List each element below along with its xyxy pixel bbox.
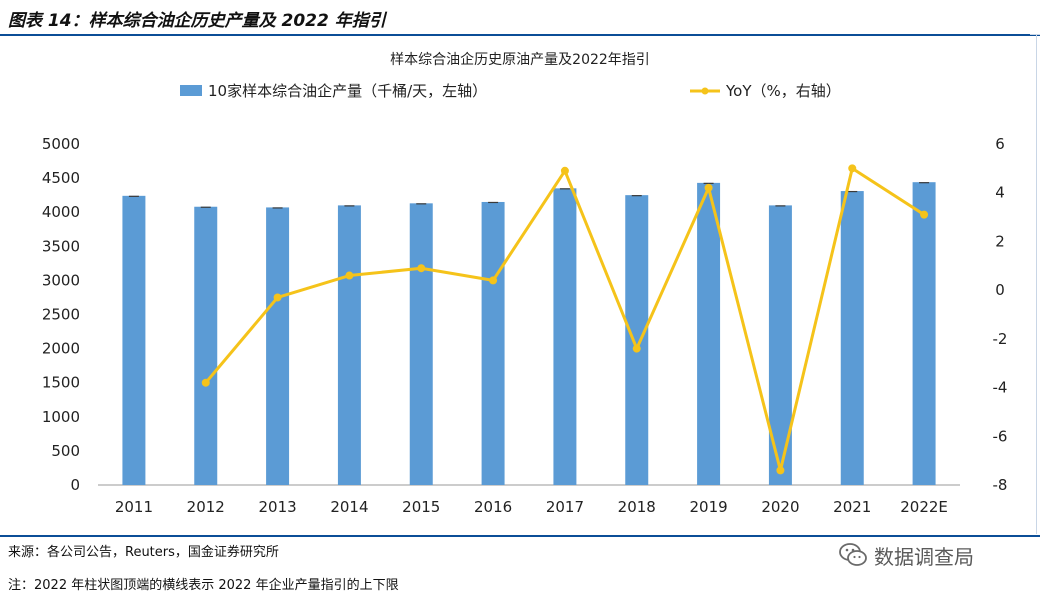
figure-caption: 图表 14：样本综合油企历史产量及 2022 年指引: [8, 11, 386, 31]
y-right-tick-label: 2: [995, 232, 1005, 250]
bar: [266, 207, 290, 485]
y-left-tick-label: 1500: [42, 374, 80, 392]
legend: 10家样本综合油企产量（千桶/天，左轴） YoY（%，右轴）: [180, 82, 841, 100]
bar: [481, 201, 505, 485]
x-tick-label: 2015: [402, 498, 440, 516]
bar: [409, 203, 433, 486]
x-tick-label: 2019: [689, 498, 727, 516]
y-right-tick-label: -6: [993, 427, 1008, 445]
bar: [697, 182, 721, 485]
y-left-tick-label: 2000: [42, 340, 80, 358]
x-tick-label: 2022E: [900, 498, 948, 516]
legend-swatch-marker: [701, 87, 709, 95]
y-right-tick-label: -8: [993, 476, 1008, 494]
x-tick-label: 2012: [187, 498, 225, 516]
legend-label-bar: 10家样本综合油企产量（千桶/天，左轴）: [208, 82, 487, 100]
chart: 样本综合油企历史原油产量及2022年指引 10家样本综合油企产量（千桶/天，左轴…: [42, 51, 1008, 516]
x-tick-label: 2014: [330, 498, 368, 516]
legend-swatch-bar: [180, 85, 202, 96]
yoy-point: [273, 293, 282, 302]
y-right-tick-label: 6: [995, 135, 1005, 153]
bar-series: [122, 182, 936, 486]
yoy-point: [560, 166, 569, 175]
yoy-point: [776, 466, 785, 475]
yoy-point: [489, 276, 498, 285]
yoy-point: [704, 183, 713, 192]
footnote: 注：2022 年柱状图顶端的横线表示 2022 年企业产量指引的上下限: [8, 578, 399, 593]
y-right-tick-label: 4: [995, 184, 1005, 202]
frame-top-tick: [1030, 34, 1040, 35]
y-left-tick-label: 2500: [42, 306, 80, 324]
y-left-tick-label: 3500: [42, 237, 80, 255]
x-tick-label: 2020: [761, 498, 799, 516]
y-left-tick-label: 4000: [42, 203, 80, 221]
x-tick-label: 2016: [474, 498, 512, 516]
bar: [122, 195, 146, 485]
wechat-icon: [839, 543, 867, 566]
watermark-text: 数据调查局: [874, 544, 974, 569]
bar: [912, 182, 936, 485]
yoy-point: [920, 210, 929, 219]
y-axis-right: -8 -6 -4 -2 0 2 4 6: [993, 135, 1008, 494]
yoy-point: [632, 344, 641, 353]
figure-header: 图表 14：样本综合油企历史产量及 2022 年指引: [0, 0, 1040, 36]
frame-bottom-rule: [0, 535, 1040, 537]
yoy-point: [417, 264, 426, 273]
x-tick-label: 2021: [833, 498, 871, 516]
chart-title: 样本综合油企历史原油产量及2022年指引: [390, 51, 650, 68]
legend-label-line: YoY（%，右轴）: [725, 82, 841, 100]
frame-right-rule: [1036, 34, 1037, 534]
yoy-point: [848, 164, 857, 173]
watermark: 数据调查局: [838, 540, 974, 570]
x-axis: 2011 2012 2013 2014 2015 2016 2017 2018 2019 2020…: [115, 498, 948, 516]
bar: [840, 191, 864, 486]
bar: [625, 195, 649, 485]
yoy-points: [201, 164, 929, 475]
x-tick-label: 2017: [546, 498, 584, 516]
bar: [194, 206, 218, 485]
x-tick-label: 2013: [258, 498, 296, 516]
source-note: 来源：各公司公告，Reuters，国金证券研究所: [8, 545, 279, 560]
x-tick-label: 2018: [618, 498, 656, 516]
yoy-point: [345, 271, 354, 280]
y-left-tick-label: 4500: [42, 169, 80, 187]
y-left-tick-label: 3000: [42, 271, 80, 289]
y-left-tick-label: 1000: [42, 408, 80, 426]
y-right-tick-label: -4: [993, 379, 1008, 397]
y-axis-left: 0 500 1000 1500 2000 2500 3000 3500 4000 4500 5000: [42, 135, 80, 494]
bar: [553, 188, 577, 485]
y-left-tick-label: 500: [51, 442, 80, 460]
y-right-tick-label: -2: [993, 330, 1008, 348]
bar: [337, 205, 361, 485]
y-left-tick-label: 5000: [42, 135, 80, 153]
y-right-tick-label: 0: [995, 281, 1005, 299]
y-left-tick-label: 0: [70, 476, 80, 494]
yoy-point: [201, 378, 210, 387]
bar: [768, 205, 792, 485]
x-tick-label: 2011: [115, 498, 153, 516]
